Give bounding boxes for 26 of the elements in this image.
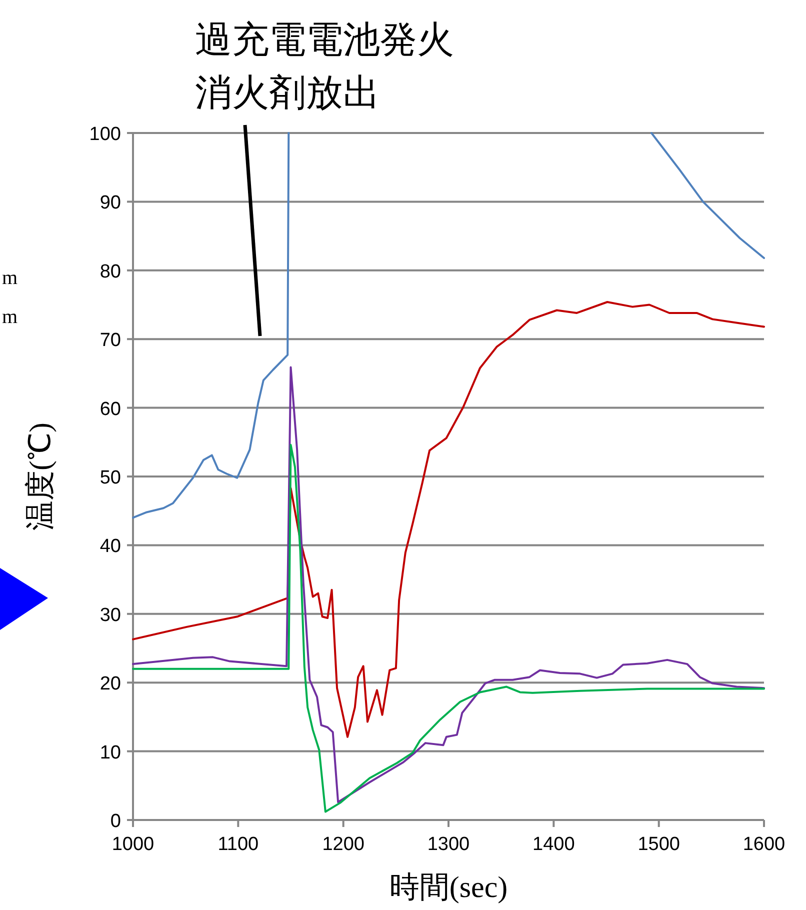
y-tick-label: 90 <box>100 192 121 214</box>
x-tick-label: 1300 <box>427 834 470 855</box>
x-tick-label: 1400 <box>532 834 575 855</box>
text: 消火剤放出 <box>195 72 380 113</box>
y-tick-label: 60 <box>100 398 121 420</box>
y-tick-label: 0 <box>110 811 121 832</box>
x-axis-title: 時間(sec) <box>389 871 508 904</box>
text: 過充電電池発火 <box>195 19 454 60</box>
y-tick-label: 40 <box>100 536 121 558</box>
y-tick-label: 80 <box>100 261 121 282</box>
y-tick-label: 30 <box>100 604 121 626</box>
y-tick-label: 50 <box>100 468 121 488</box>
x-tick-label: 1000 <box>112 834 154 855</box>
x-tick-label: 1100 <box>218 834 259 855</box>
y-tick-label: 70 <box>100 330 121 352</box>
y-tick-label: 20 <box>100 674 121 695</box>
text: m <box>2 306 18 328</box>
y-axis-title: 温度(℃) <box>24 422 57 530</box>
x-tick-label: 1600 <box>742 834 786 855</box>
x-tick-label: 1200 <box>322 834 364 855</box>
y-tick-label: 100 <box>89 124 121 145</box>
line-series <box>132 132 290 519</box>
y-tick-label: 10 <box>100 742 121 764</box>
line-series <box>650 132 765 260</box>
text: m <box>2 267 18 289</box>
x-tick-label: 1500 <box>638 834 680 855</box>
